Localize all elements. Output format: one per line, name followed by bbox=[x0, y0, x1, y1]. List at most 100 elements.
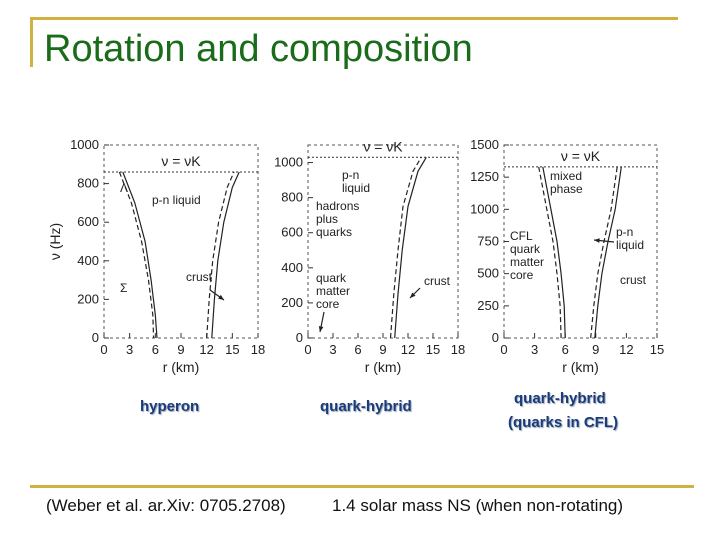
annotation-line: p-n bbox=[616, 225, 633, 239]
caption-quark-hybrid-cfl: quark-hybrid bbox=[514, 390, 606, 407]
x-tick-label: 15 bbox=[650, 342, 664, 357]
annotation: crust bbox=[620, 273, 647, 287]
series-line bbox=[542, 166, 566, 339]
annotation-line: matter bbox=[316, 284, 350, 298]
x-tick-label: 6 bbox=[562, 342, 569, 357]
y-tick-label: 0 bbox=[492, 330, 499, 345]
annotation-line: liquid bbox=[616, 238, 644, 252]
slide-title: Rotation and composition bbox=[44, 28, 473, 70]
annotation: p-n liquid bbox=[616, 225, 644, 252]
y-tick-label: 1000 bbox=[70, 137, 99, 152]
annotation-line: p-n bbox=[342, 168, 359, 182]
series-line bbox=[590, 166, 618, 339]
x-tick-label: 0 bbox=[100, 342, 107, 357]
top-accent-line bbox=[30, 17, 678, 20]
x-axis-label: r (km) bbox=[365, 359, 402, 375]
annotation-line: crust bbox=[620, 273, 647, 287]
x-axis-label: r (km) bbox=[562, 359, 599, 375]
x-tick-label: 18 bbox=[451, 342, 465, 357]
annotation-line: core bbox=[316, 297, 340, 311]
kepler-label: ν = νK bbox=[363, 138, 403, 154]
arrow-head bbox=[410, 292, 416, 298]
annotation: mixed phase bbox=[550, 169, 583, 196]
y-tick-label: 600 bbox=[281, 225, 303, 240]
x-tick-label: 9 bbox=[379, 342, 386, 357]
series-line bbox=[394, 156, 427, 339]
annotation-line: mixed bbox=[550, 169, 582, 183]
caption-hyperon: hyperon bbox=[140, 398, 200, 415]
x-tick-label: 6 bbox=[354, 342, 361, 357]
annotation-line: p-n liquid bbox=[152, 193, 201, 207]
annotation-line: quark bbox=[510, 242, 541, 256]
annotation-line: Σ bbox=[120, 281, 127, 295]
caption-quarks-in-cfl: (quarks in CFL) bbox=[508, 414, 619, 431]
annotation: hadrons plus quarks bbox=[316, 199, 359, 239]
y-tick-label: 800 bbox=[77, 176, 99, 191]
y-tick-label: 250 bbox=[477, 298, 499, 313]
annotation-line: core bbox=[510, 268, 534, 282]
series-line bbox=[538, 166, 562, 339]
annotation: p-n liquid bbox=[342, 168, 370, 195]
x-tick-label: 12 bbox=[199, 342, 213, 357]
annotation-line: CFL bbox=[510, 229, 533, 243]
footer-citation: (Weber et al. ar.Xiv: 0705.2708) bbox=[46, 496, 286, 515]
annotation: CFL quark matter core bbox=[510, 229, 544, 282]
y-tick-label: 1000 bbox=[274, 155, 303, 170]
arrow-head bbox=[218, 294, 224, 300]
annotation-line: crust bbox=[186, 270, 213, 284]
y-tick-label: 400 bbox=[77, 253, 99, 268]
annotation-line: liquid bbox=[342, 181, 370, 195]
x-tick-label: 12 bbox=[401, 342, 415, 357]
x-tick-label: 3 bbox=[126, 342, 133, 357]
annotation: quark matter core bbox=[316, 271, 350, 311]
annotation-line: hadrons bbox=[316, 199, 359, 213]
x-tick-label: 9 bbox=[592, 342, 599, 357]
caption-quark-hybrid: quark-hybrid bbox=[320, 398, 412, 415]
y-tick-label: 0 bbox=[92, 330, 99, 345]
x-tick-label: 15 bbox=[225, 342, 239, 357]
annotation-line: phase bbox=[550, 182, 583, 196]
y-tick-label: 1250 bbox=[470, 169, 499, 184]
x-tick-label: 15 bbox=[426, 342, 440, 357]
y-tick-label: 1000 bbox=[470, 201, 499, 216]
annotation-line: crust bbox=[424, 274, 451, 288]
kepler-label: ν = νK bbox=[561, 148, 601, 164]
series-line bbox=[211, 171, 240, 339]
series-line bbox=[594, 166, 622, 339]
chart-panel-quark-cfl: 0 3 6 9 12 15 0 250 500 750 1000 1250 1500 r (km) ν = … bbox=[470, 137, 664, 375]
x-tick-label: 3 bbox=[329, 342, 336, 357]
plot-frame bbox=[103, 144, 259, 339]
y-axis-label: ν (Hz) bbox=[47, 223, 63, 260]
annotation-line: matter bbox=[510, 255, 544, 269]
series-line bbox=[118, 171, 155, 339]
x-tick-label: 0 bbox=[304, 342, 311, 357]
x-tick-label: 18 bbox=[251, 342, 265, 357]
arrow-head bbox=[594, 238, 600, 243]
arrow-head bbox=[318, 326, 324, 332]
bottom-accent-line bbox=[30, 485, 694, 488]
annotation-line: quarks bbox=[316, 225, 352, 239]
x-tick-label: 9 bbox=[177, 342, 184, 357]
y-tick-label: 500 bbox=[477, 266, 499, 281]
chart-panel-quark-hybrid: 0 3 6 9 12 15 18 0 200 400 600 800 1000 r (km) ν = νK p… bbox=[274, 138, 465, 375]
y-tick-label: 0 bbox=[296, 330, 303, 345]
chart-panel-hyperon: 0 3 6 9 12 15 18 0 200 400 600 800 1000 r (km) ν (Hz) ν… bbox=[47, 137, 265, 375]
y-tick-label: 800 bbox=[281, 190, 303, 205]
y-tick-label: 200 bbox=[77, 291, 99, 306]
x-axis-label: r (km) bbox=[163, 359, 200, 375]
x-tick-label: 6 bbox=[152, 342, 159, 357]
y-tick-label: 1500 bbox=[470, 137, 499, 152]
left-accent-line bbox=[30, 17, 33, 67]
annotation-line: quark bbox=[316, 271, 347, 285]
y-tick-label: 200 bbox=[281, 295, 303, 310]
annotation: Λ bbox=[120, 181, 128, 195]
annotation: crust bbox=[186, 270, 213, 284]
y-tick-label: 750 bbox=[477, 234, 499, 249]
x-tick-label: 3 bbox=[531, 342, 538, 357]
annotation: crust bbox=[424, 274, 451, 288]
annotation: Σ bbox=[120, 281, 127, 295]
annotation-line: plus bbox=[316, 212, 338, 226]
plot-frame bbox=[307, 144, 459, 339]
x-tick-label: 12 bbox=[619, 342, 633, 357]
